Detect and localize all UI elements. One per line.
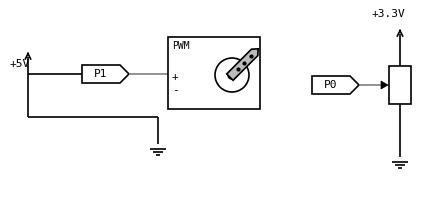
Bar bbox=[168, 37, 260, 109]
Text: P1: P1 bbox=[94, 69, 108, 79]
Text: -: - bbox=[172, 85, 179, 95]
Text: +5V: +5V bbox=[10, 59, 30, 69]
Polygon shape bbox=[381, 81, 388, 89]
Polygon shape bbox=[227, 49, 258, 80]
Text: PWM: PWM bbox=[172, 41, 190, 51]
Text: P0: P0 bbox=[324, 80, 338, 90]
Text: +3.3V: +3.3V bbox=[372, 9, 406, 19]
Bar bbox=[389, 66, 411, 104]
Text: +: + bbox=[172, 72, 179, 82]
